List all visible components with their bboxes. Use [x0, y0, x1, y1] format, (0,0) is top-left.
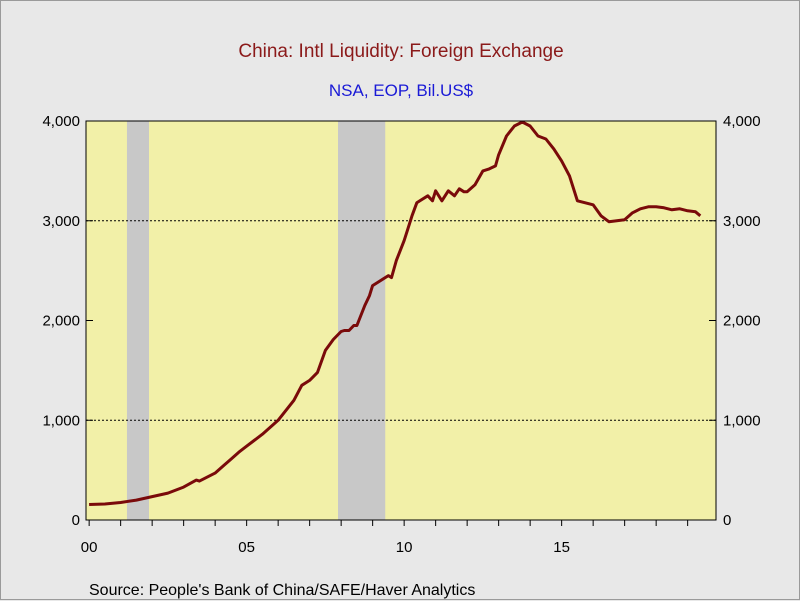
plot-area — [86, 121, 716, 520]
x-tick-label: 10 — [396, 539, 413, 556]
recession-band — [126, 121, 149, 520]
chart-subtitle: NSA, EOP, Bil.US$ — [329, 81, 474, 100]
y-tick-label-left: 0 — [72, 512, 80, 529]
plot-background — [86, 121, 716, 520]
y-tick-label-right: 1,000 — [723, 412, 761, 429]
recession-band — [338, 121, 386, 520]
y-tick-label-right: 0 — [723, 512, 731, 529]
y-tick-label-left: 4,000 — [42, 113, 80, 130]
x-tick-label: 00 — [81, 539, 98, 556]
x-axis: 00 05 10 15 — [81, 520, 689, 556]
y-tick-label-left: 2,000 — [42, 313, 80, 330]
series-layer — [89, 120, 702, 506]
y-tick-label-right: 4,000 — [723, 113, 761, 130]
chart-title: China: Intl Liquidity: Foreign Exchange — [238, 41, 563, 62]
x-tick-label: 05 — [238, 539, 255, 556]
series-line — [89, 120, 702, 506]
y-axis-left: 0 1,000 2,000 3,000 4,000 — [42, 113, 93, 529]
x-tick-label: 15 — [553, 539, 570, 556]
y-tick-label-left: 1,000 — [42, 412, 80, 429]
y-tick-label-left: 3,000 — [42, 213, 80, 230]
y-tick-label-right: 3,000 — [723, 213, 761, 230]
y-axis-right: 0 1,000 2,000 3,000 4,000 — [709, 113, 761, 529]
y-tick-label-right: 2,000 — [723, 313, 761, 330]
chart-source: Source: People's Bank of China/SAFE/Have… — [89, 582, 475, 599]
